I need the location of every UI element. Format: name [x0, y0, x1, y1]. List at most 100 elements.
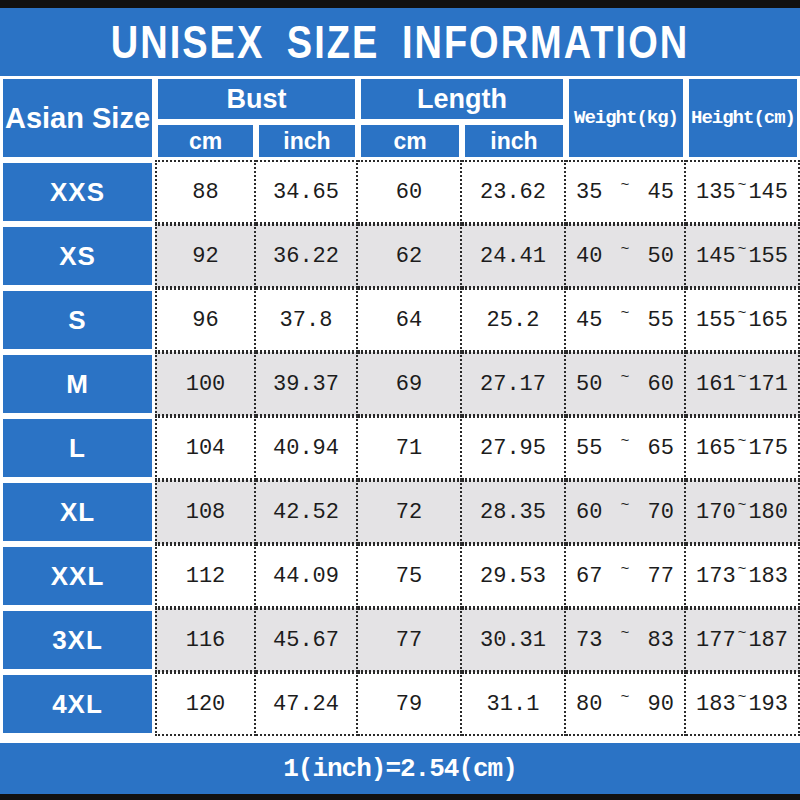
cell-length-cm: 75 — [358, 544, 462, 608]
cell-length-inch: 24.41 — [462, 224, 566, 288]
cell-weight-range: 55~65 — [566, 416, 686, 480]
cell-bust-cm: 108 — [155, 480, 256, 544]
tilde-separator: ~ — [620, 625, 629, 642]
top-black-bar — [0, 0, 800, 8]
height-max: 183 — [748, 564, 788, 589]
tilde-separator: ~ — [620, 497, 629, 514]
cell-height-range: 173~183 — [686, 544, 800, 608]
cell-bust-cm: 112 — [155, 544, 256, 608]
cell-length-inch: 27.95 — [462, 416, 566, 480]
tilde-separator: ~ — [737, 625, 746, 642]
weight-min: 55 — [576, 436, 602, 461]
tilde-separator: ~ — [737, 177, 746, 194]
height-max: 187 — [748, 628, 788, 653]
cell-height-range: 170~180 — [686, 480, 800, 544]
cell-bust-cm: 88 — [155, 160, 256, 224]
cell-length-cm: 72 — [358, 480, 462, 544]
tilde-separator: ~ — [620, 305, 629, 322]
cell-height-range: 155~165 — [686, 288, 800, 352]
height-max: 171 — [748, 372, 788, 397]
cell-weight-range: 40~50 — [566, 224, 686, 288]
cell-bust-cm: 92 — [155, 224, 256, 288]
tilde-separator: ~ — [737, 497, 746, 514]
cell-height-range: 177~187 — [686, 608, 800, 672]
column-header-height: Height(cm) — [686, 76, 800, 160]
cell-length-inch: 25.2 — [462, 288, 566, 352]
bottom-black-bar — [0, 794, 800, 800]
cell-length-cm: 71 — [358, 416, 462, 480]
weight-min: 80 — [576, 692, 602, 717]
height-min: 165 — [696, 436, 736, 461]
cell-height-range: 165~175 — [686, 416, 800, 480]
height-max: 155 — [748, 244, 788, 269]
cell-weight-range: 80~90 — [566, 672, 686, 736]
weight-min: 35 — [576, 180, 602, 205]
cell-bust-inch: 36.22 — [256, 224, 358, 288]
tilde-separator: ~ — [620, 241, 629, 258]
weight-min: 40 — [576, 244, 602, 269]
cell-weight-range: 60 ~70 — [566, 480, 686, 544]
weight-max: 60 — [648, 372, 674, 397]
cell-bust-cm: 104 — [155, 416, 256, 480]
cell-height-range: 183~193 — [686, 672, 800, 736]
height-max: 175 — [748, 436, 788, 461]
cell-length-cm: 62 — [358, 224, 462, 288]
cell-bust-inch: 37.8 — [256, 288, 358, 352]
cell-weight-range: 45~55 — [566, 288, 686, 352]
tilde-separator: ~ — [620, 369, 629, 386]
weight-min: 50 — [576, 372, 602, 397]
cell-length-inch: 27.17 — [462, 352, 566, 416]
page-title: UNISEX SIZE INFORMATION — [111, 16, 689, 68]
cell-bust-inch: 39.37 — [256, 352, 358, 416]
weight-max: 65 — [648, 436, 674, 461]
column-header-asian-size: Asian Size — [0, 76, 155, 160]
column-header-length: Length — [358, 76, 566, 122]
height-min: 170 — [696, 500, 736, 525]
height-min: 173 — [696, 564, 736, 589]
cell-height-range: 161~171 — [686, 352, 800, 416]
column-header-bust: Bust — [155, 76, 358, 122]
cell-length-inch: 31.1 — [462, 672, 566, 736]
weight-max: 70 — [648, 500, 674, 525]
height-min: 177 — [696, 628, 736, 653]
cell-height-range: 135~145 — [686, 160, 800, 224]
weight-min: 67 — [576, 564, 602, 589]
column-header-weight: Weight(kg) — [566, 76, 686, 160]
size-chart-page: UNISEX SIZE INFORMATION Asian Size Bust … — [0, 0, 800, 800]
weight-max: 55 — [648, 308, 674, 333]
size-table: Asian Size Bust Length Weight(kg) Height… — [0, 76, 800, 736]
cell-length-inch: 28.35 — [462, 480, 566, 544]
conversion-note: 1(inch)=2.54(cm) — [283, 754, 517, 784]
row-size-label: XS — [0, 224, 155, 288]
height-min: 155 — [696, 308, 736, 333]
weight-min: 60 — [576, 500, 602, 525]
title-band: UNISEX SIZE INFORMATION — [0, 8, 800, 76]
subheader-length-inch: inch — [462, 122, 566, 160]
cell-weight-range: 73~83 — [566, 608, 686, 672]
weight-max: 45 — [648, 180, 674, 205]
row-size-label: L — [0, 416, 155, 480]
tilde-separator: ~ — [737, 561, 746, 578]
weight-max: 77 — [648, 564, 674, 589]
cell-length-inch: 23.62 — [462, 160, 566, 224]
height-min: 183 — [696, 692, 736, 717]
cell-bust-inch: 42.52 — [256, 480, 358, 544]
cell-length-cm: 77 — [358, 608, 462, 672]
row-size-label: S — [0, 288, 155, 352]
tilde-separator: ~ — [737, 689, 746, 706]
tilde-separator: ~ — [620, 561, 629, 578]
cell-length-inch: 30.31 — [462, 608, 566, 672]
cell-bust-cm: 96 — [155, 288, 256, 352]
cell-weight-range: 35 ~45 — [566, 160, 686, 224]
cell-weight-range: 67 ~77 — [566, 544, 686, 608]
tilde-separator: ~ — [737, 241, 746, 258]
tilde-separator: ~ — [620, 177, 629, 194]
cell-bust-inch: 34.65 — [256, 160, 358, 224]
cell-length-cm: 64 — [358, 288, 462, 352]
tilde-separator: ~ — [620, 689, 629, 706]
cell-height-range: 145~155 — [686, 224, 800, 288]
height-max: 193 — [748, 692, 788, 717]
cell-bust-cm: 116 — [155, 608, 256, 672]
cell-length-cm: 69 — [358, 352, 462, 416]
tilde-separator: ~ — [737, 305, 746, 322]
